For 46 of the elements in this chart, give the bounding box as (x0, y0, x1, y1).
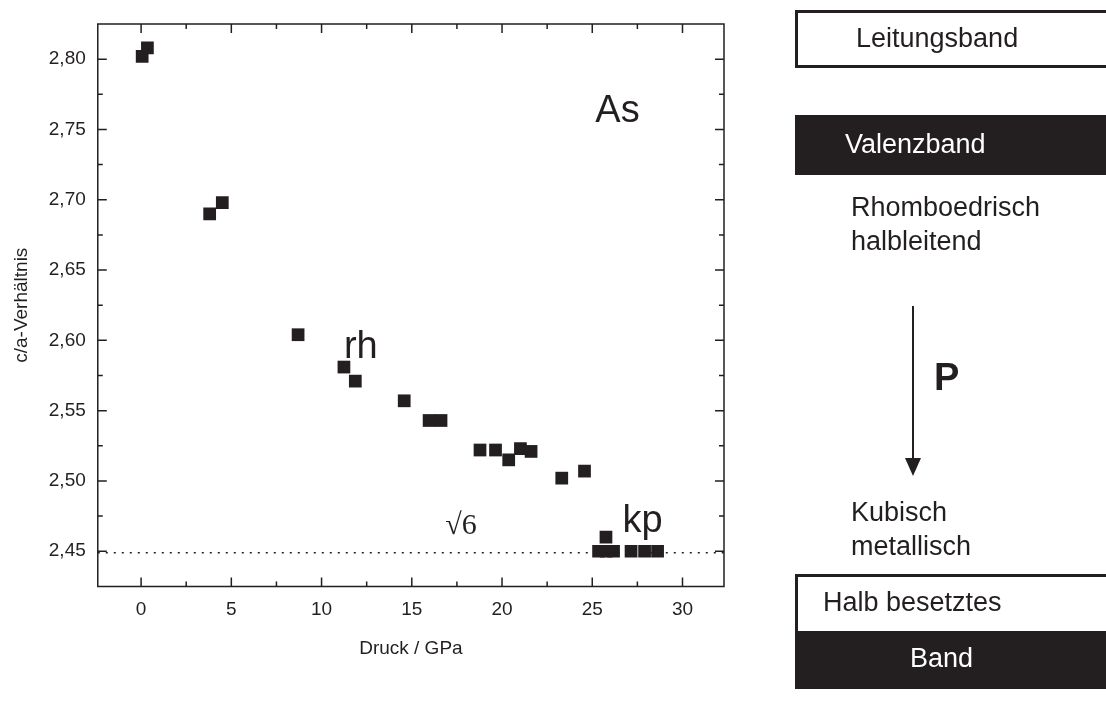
text: Halb besetztes (795, 574, 1106, 634)
text: P (934, 356, 961, 400)
point (434, 414, 448, 427)
point (578, 464, 591, 478)
annotation: rh (343, 323, 378, 366)
text: Kubisch metallisch (851, 496, 973, 563)
point (141, 41, 154, 55)
x-tick-label: 0 (135, 598, 147, 620)
point (422, 414, 436, 427)
point (599, 530, 613, 544)
x-tick-label: 10 (310, 598, 333, 620)
point (348, 374, 362, 388)
annotation: As (595, 87, 640, 130)
y-tick-label: 2,65 (48, 258, 86, 280)
x-tick-label: 15 (401, 598, 423, 620)
text: Leitungsband (795, 10, 1106, 68)
point (397, 394, 411, 408)
annotation: kp (622, 498, 663, 541)
y-axis-title: c/a-Verhältnis (9, 247, 31, 363)
y-tick-label: 2,75 (48, 117, 86, 139)
point (215, 196, 229, 209)
point (638, 544, 651, 558)
point (555, 471, 569, 485)
point (502, 453, 516, 467)
point (489, 443, 502, 457)
text: Rhomboedrisch halbleitend (851, 191, 1042, 258)
ref-line-label: √6 (445, 506, 477, 540)
point (203, 207, 217, 221)
y-tick-label: 2,80 (48, 47, 86, 69)
x-tick-label: 30 (671, 598, 694, 620)
point (651, 544, 664, 558)
y-tick-label: 2,55 (48, 398, 86, 420)
y-tick-label: 2,60 (48, 328, 86, 350)
y-tick-label: 2,45 (48, 539, 86, 561)
x-tick-label: 25 (581, 598, 603, 620)
text: Band (795, 631, 1106, 689)
point (291, 328, 305, 342)
y-tick-label: 2,70 (48, 187, 86, 209)
x-tick-label: 5 (226, 598, 237, 620)
point (624, 544, 638, 558)
point (607, 544, 620, 558)
y-tick-label: 2,50 (48, 469, 86, 491)
text: Valenzband (795, 115, 1106, 175)
x-tick-label: 20 (491, 598, 513, 620)
point (524, 445, 538, 458)
x-axis-title: Druck / GPa (359, 636, 464, 658)
